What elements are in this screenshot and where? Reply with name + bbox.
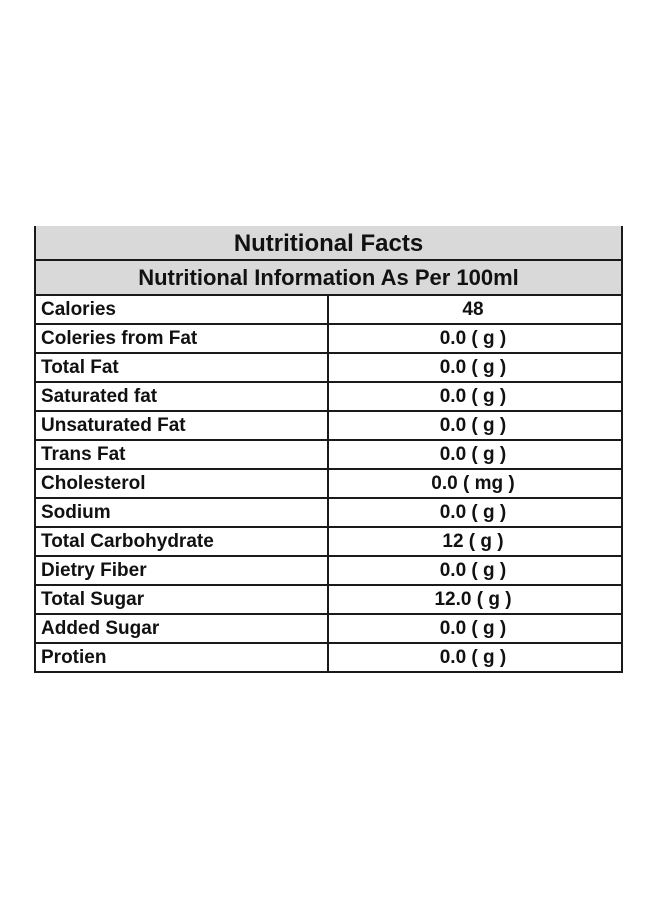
table-row: Dietry Fiber 0.0 ( g )	[36, 557, 621, 586]
nutrient-value: 12 ( g )	[442, 531, 504, 552]
nutrient-name: Added Sugar	[36, 615, 329, 642]
nutrient-name: Calories	[36, 296, 329, 323]
table-row: Unsaturated Fat 0.0 ( g )	[36, 412, 621, 441]
table-row: Saturated fat 0.0 ( g )	[36, 383, 621, 412]
table-row: Trans Fat 0.0 ( g )	[36, 441, 621, 470]
nutrient-name: Coleries from Fat	[36, 325, 329, 352]
nutrient-value: 0.0 ( g )	[439, 415, 507, 436]
nutrient-name: Dietry Fiber	[36, 557, 329, 584]
table-row: Protien 0.0 ( g )	[36, 644, 621, 671]
table-row: Total Fat 0.0 ( g )	[36, 354, 621, 383]
nutrient-name: Saturated fat	[36, 383, 329, 410]
table-row: Sodium 0.0 ( g )	[36, 499, 621, 528]
nutrient-value: 0.0 ( g )	[439, 618, 507, 639]
nutrient-name: Trans Fat	[36, 441, 329, 468]
nutrient-name: Unsaturated Fat	[36, 412, 329, 439]
nutrition-facts-table: Nutritional Facts Nutritional Informatio…	[34, 226, 623, 673]
table-row: Calories 48	[36, 296, 621, 325]
nutrient-value: 0.0 ( g )	[439, 647, 507, 668]
nutrient-name: Total Carbohydrate	[36, 528, 329, 555]
table-row: Added Sugar 0.0 ( g )	[36, 615, 621, 644]
table-subtitle: Nutritional Information As Per 100ml	[36, 261, 621, 296]
table-row: Cholesterol 0.0 ( mg )	[36, 470, 621, 499]
table-row: Coleries from Fat 0.0 ( g )	[36, 325, 621, 354]
nutrient-value: 0.0 ( mg )	[431, 473, 515, 494]
nutrient-value: 0.0 ( g )	[439, 444, 507, 465]
nutrient-value: 0.0 ( g )	[439, 502, 507, 523]
nutrient-value: 0.0 ( g )	[439, 357, 507, 378]
nutrient-name: Total Sugar	[36, 586, 329, 613]
nutrient-value: 12.0 ( g )	[434, 589, 512, 610]
nutrient-value: 0.0 ( g )	[439, 328, 507, 349]
table-row: Total Sugar 12.0 ( g )	[36, 586, 621, 615]
nutrient-value: 48	[462, 299, 484, 320]
table-title: Nutritional Facts	[36, 226, 621, 261]
nutrient-name: Cholesterol	[36, 470, 329, 497]
nutrient-value: 0.0 ( g )	[439, 386, 507, 407]
nutrient-name: Protien	[36, 644, 329, 671]
nutrient-value: 0.0 ( g )	[439, 560, 507, 581]
nutrient-name: Total Fat	[36, 354, 329, 381]
nutrient-name: Sodium	[36, 499, 329, 526]
table-row: Total Carbohydrate 12 ( g )	[36, 528, 621, 557]
